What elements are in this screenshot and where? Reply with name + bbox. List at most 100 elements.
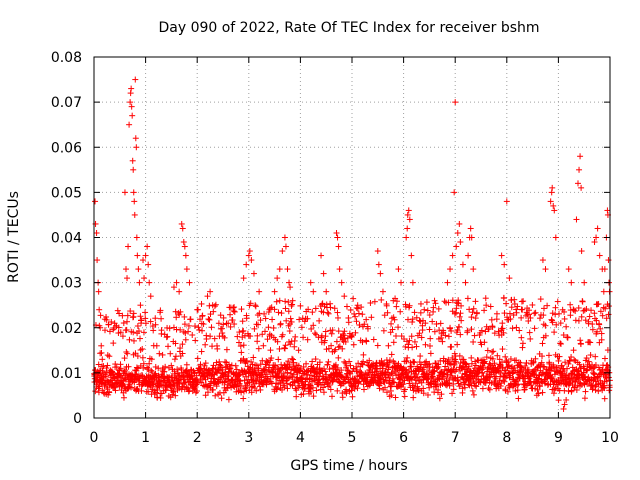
- data-point: [445, 333, 452, 340]
- data-point: [531, 310, 538, 317]
- data-point: [347, 362, 354, 369]
- x-tick-label: 1: [141, 430, 150, 446]
- data-point: [176, 311, 183, 318]
- data-point: [129, 112, 136, 119]
- data-point: [420, 385, 427, 392]
- data-point: [104, 362, 111, 369]
- data-point: [406, 337, 413, 344]
- data-point: [161, 368, 168, 375]
- data-point: [332, 346, 339, 353]
- data-point: [392, 394, 399, 401]
- data-point: [579, 298, 586, 305]
- data-point: [112, 387, 119, 394]
- data-point: [469, 309, 476, 316]
- data-point: [209, 386, 216, 393]
- data-point: [439, 370, 446, 377]
- data-point: [134, 252, 141, 259]
- data-point: [468, 354, 475, 361]
- data-point: [264, 375, 271, 382]
- data-point: [449, 390, 456, 397]
- data-point: [202, 360, 209, 367]
- data-point: [321, 381, 328, 388]
- data-point: [427, 342, 434, 349]
- data-point: [459, 261, 466, 268]
- y-axis-label: ROTI / TECUs: [6, 191, 22, 283]
- data-point: [324, 361, 331, 368]
- data-point: [581, 395, 588, 402]
- x-tick-label: 0: [90, 430, 99, 446]
- data-point: [418, 334, 425, 341]
- data-point: [576, 166, 583, 173]
- data-point: [286, 279, 293, 286]
- data-point: [99, 356, 106, 363]
- data-point: [403, 366, 410, 373]
- data-point: [148, 367, 155, 374]
- data-point: [381, 384, 388, 391]
- x-tick-label: 2: [193, 430, 202, 446]
- data-point: [167, 350, 174, 357]
- data-point: [237, 382, 244, 389]
- data-point: [202, 341, 209, 348]
- data-point: [211, 335, 218, 342]
- data-point: [286, 328, 293, 335]
- data-point: [194, 355, 201, 362]
- data-point: [400, 381, 407, 388]
- data-point: [577, 153, 584, 160]
- data-point: [286, 361, 293, 368]
- data-point: [303, 360, 310, 367]
- data-point: [162, 363, 169, 370]
- data-point: [388, 320, 395, 327]
- data-point: [551, 329, 558, 336]
- data-point: [149, 368, 156, 375]
- data-point: [206, 302, 213, 309]
- data-point: [254, 332, 261, 339]
- data-point: [284, 369, 291, 376]
- data-point: [427, 350, 434, 357]
- data-point: [540, 305, 547, 312]
- data-point: [263, 358, 270, 365]
- data-point: [434, 365, 441, 372]
- data-point: [555, 397, 562, 404]
- data-point: [287, 315, 294, 322]
- data-point: [349, 331, 356, 338]
- data-point: [467, 225, 474, 232]
- data-point: [308, 372, 315, 379]
- data-point: [424, 307, 431, 314]
- data-point: [401, 377, 408, 384]
- data-point: [433, 383, 440, 390]
- data-point: [471, 332, 478, 339]
- data-point: [292, 333, 299, 340]
- data-point: [152, 315, 159, 322]
- data-point: [384, 309, 391, 316]
- data-point: [194, 378, 201, 385]
- data-point: [231, 321, 238, 328]
- data-point: [185, 322, 192, 329]
- data-point: [115, 324, 122, 331]
- data-point: [334, 234, 341, 241]
- data-point: [226, 368, 233, 375]
- data-point: [122, 266, 129, 273]
- data-point: [136, 279, 143, 286]
- data-point: [351, 385, 358, 392]
- data-point: [227, 311, 234, 318]
- data-point: [334, 314, 341, 321]
- data-point: [526, 329, 533, 336]
- data-point: [185, 384, 192, 391]
- data-point: [285, 308, 292, 315]
- data-point: [435, 374, 442, 381]
- data-point: [417, 353, 424, 360]
- data-point: [217, 374, 224, 381]
- data-point: [140, 360, 147, 367]
- data-point: [414, 374, 421, 381]
- data-point: [392, 332, 399, 339]
- data-point: [352, 329, 359, 336]
- data-point: [177, 345, 184, 352]
- data-point: [431, 297, 438, 304]
- data-point: [141, 275, 148, 282]
- data-point: [102, 327, 109, 334]
- x-tick-label: 7: [451, 430, 460, 446]
- data-point: [298, 374, 305, 381]
- data-point: [429, 318, 436, 325]
- data-point: [174, 366, 181, 373]
- data-point: [563, 396, 570, 403]
